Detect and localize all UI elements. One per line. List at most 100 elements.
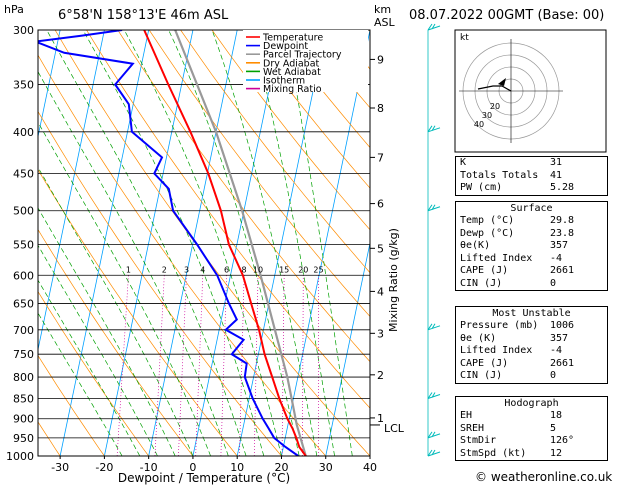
pressure-tick-label: 400 — [13, 126, 34, 139]
legend-entry: Mixing Ratio — [263, 84, 322, 95]
mu-index-row: CIN (J) 0 — [456, 370, 607, 383]
pressure-tick-label: 950 — [13, 432, 34, 445]
hodo-index-key: EH — [460, 410, 472, 423]
mixing-ratio-label: 1 — [126, 265, 131, 274]
pressure-tick-label: 350 — [13, 79, 34, 92]
mixing-ratio-axis-label: Mixing Ratio (g/kg) — [387, 228, 400, 332]
mu-index-row: θe (K)357 — [456, 333, 607, 346]
datetime-title: 08.07.2022 00GMT (Base: 00) — [409, 8, 604, 23]
surface-index-row: CIN (J)0 — [456, 278, 607, 291]
surface-index-key: CIN (J) — [460, 278, 502, 291]
temperature-tick-label: -30 — [51, 461, 69, 474]
hodograph-ring-label: 40 — [474, 120, 484, 129]
height-unit-km: km — [374, 3, 391, 16]
mu-index-row: CAPE (J) 2661 — [456, 358, 607, 371]
hodograph-unit: kt — [460, 33, 469, 43]
height-unit-asl: ASL — [374, 16, 396, 29]
surface-index-value: 23.8 — [550, 228, 574, 241]
height-tick-label: 2 — [377, 369, 384, 382]
pressure-tick-label: 550 — [13, 238, 34, 251]
pressure-tick-label: 650 — [13, 298, 34, 311]
hodo-index-key: StmSpd (kt) — [460, 448, 526, 461]
most-unstable-title: Most Unstable — [456, 307, 607, 320]
hodo-index-row: StmDir 126° — [456, 435, 607, 448]
pressure-tick-label: 1000 — [6, 450, 34, 463]
mixing-ratio-label: 8 — [242, 265, 247, 274]
mu-index-row: Pressure (mb) 1006 — [456, 320, 607, 333]
x-axis-label: Dewpoint / Temperature (°C) — [118, 471, 290, 485]
temperature-tick-label: 30 — [319, 461, 333, 474]
mixing-ratio-label: 15 — [279, 265, 289, 274]
hodo-index-value: 126° — [550, 435, 574, 448]
surface-index-key: Temp (°C) — [460, 215, 514, 228]
pressure-tick-label: 750 — [13, 348, 34, 361]
height-tick-label: 6 — [377, 198, 384, 211]
hodo-index-row: SREH 5 — [456, 423, 607, 436]
index-key: K — [460, 157, 466, 170]
surface-index-value: 29.8 — [550, 215, 574, 228]
mixing-ratio-label: 25 — [313, 265, 323, 274]
temperature-tick-label: 40 — [363, 461, 377, 474]
index-key: Totals Totals — [460, 170, 538, 183]
surface-index-row: Dewp (°C) 23.8 — [456, 228, 607, 241]
mixing-ratio-label: 20 — [298, 265, 308, 274]
height-tick-label: 5 — [377, 242, 384, 255]
pressure-unit: hPa — [4, 3, 24, 16]
pressure-tick-label: 850 — [13, 392, 34, 405]
surface-index-row: CAPE (J)2661 — [456, 265, 607, 278]
surface-index-row: θe(K) 357 — [456, 240, 607, 253]
mixing-ratio-label: 2 — [162, 265, 167, 274]
surface-index-value: -4 — [550, 253, 562, 266]
hodograph-title: Hodograph — [456, 397, 607, 410]
surface-index-row: Lifted Index -4 — [456, 253, 607, 266]
mu-index-key: CIN (J) — [460, 370, 502, 383]
index-value: 31 — [550, 157, 562, 170]
pressure-tick-label: 700 — [13, 324, 34, 337]
surface-index-value: 2661 — [550, 265, 574, 278]
pressure-tick-label: 300 — [13, 24, 34, 37]
hodo-index-row: EH 18 — [456, 410, 607, 423]
hodo-index-value: 5 — [550, 423, 556, 436]
surface-index-row: Temp (°C) 29.8 — [456, 215, 607, 228]
indices-surface: Surface Temp (°C) 29.8 Dewp (°C) 23.8 θe(K) 3… — [455, 201, 608, 291]
location-title: 6°58'N 158°13'E 46m ASL — [58, 8, 229, 23]
mixing-ratio-label: 3 — [184, 265, 189, 274]
mixing-ratio-label: 6 — [224, 265, 229, 274]
pressure-tick-label: 450 — [13, 167, 34, 180]
mu-index-row: Lifted Index-4 — [456, 345, 607, 358]
surface-title: Surface — [456, 202, 607, 215]
surface-index-key: Lifted Index — [460, 253, 532, 266]
height-tick-label: 7 — [377, 151, 384, 164]
temperature-tick-label: -20 — [95, 461, 113, 474]
height-tick-label: 3 — [377, 327, 384, 340]
pressure-tick-label: 500 — [13, 205, 34, 218]
mu-index-value: -4 — [550, 345, 562, 358]
height-tick-label: 1 — [377, 412, 384, 425]
hodo-index-key: SREH — [460, 423, 484, 436]
hodo-index-row: StmSpd (kt) 12 — [456, 448, 607, 461]
mu-index-key: θe (K) — [460, 333, 496, 346]
pressure-tick-label: 900 — [13, 413, 34, 426]
surface-index-value: 357 — [550, 240, 568, 253]
mu-index-value: 1006 — [550, 320, 574, 333]
mu-index-key: Pressure (mb) — [460, 320, 538, 333]
mu-index-value: 0 — [550, 370, 556, 383]
height-tick-label: 8 — [377, 102, 384, 115]
hodograph-ring-label: 20 — [490, 102, 500, 111]
surface-index-key: θe(K) — [460, 240, 490, 253]
mixing-ratio-label: 10 — [253, 265, 263, 274]
height-tick-label: 9 — [377, 53, 384, 66]
hodo-index-value: 18 — [550, 410, 562, 423]
hodo-index-value: 12 — [550, 448, 562, 461]
mu-index-value: 2661 — [550, 358, 574, 371]
surface-index-key: Dewp (°C) — [460, 228, 514, 241]
hodo-index-key: StmDir — [460, 435, 496, 448]
mu-index-key: CAPE (J) — [460, 358, 508, 371]
pressure-tick-label: 600 — [13, 269, 34, 282]
hodograph-ring-label: 30 — [482, 111, 492, 120]
